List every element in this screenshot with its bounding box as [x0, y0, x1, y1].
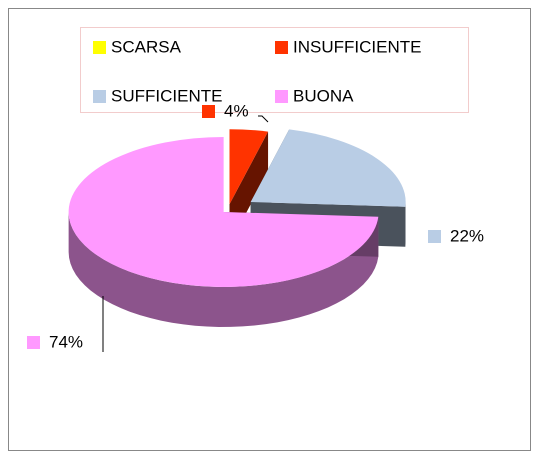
legend-swatch [93, 90, 106, 103]
legend-label: SCARSA [111, 37, 182, 56]
legend-label: SUFFICIENTE [111, 86, 222, 105]
label-swatch [428, 230, 441, 243]
data-label: 74% [49, 332, 83, 351]
legend-swatch [275, 41, 288, 54]
label-swatch [27, 336, 40, 349]
label-swatch [202, 105, 215, 118]
legend-label: BUONA [293, 86, 354, 105]
legend-label: INSUFFICIENTE [293, 37, 421, 56]
legend-swatch [93, 41, 106, 54]
data-label: 4% [224, 101, 249, 120]
data-label: 22% [450, 226, 484, 245]
legend-swatch [275, 90, 288, 103]
